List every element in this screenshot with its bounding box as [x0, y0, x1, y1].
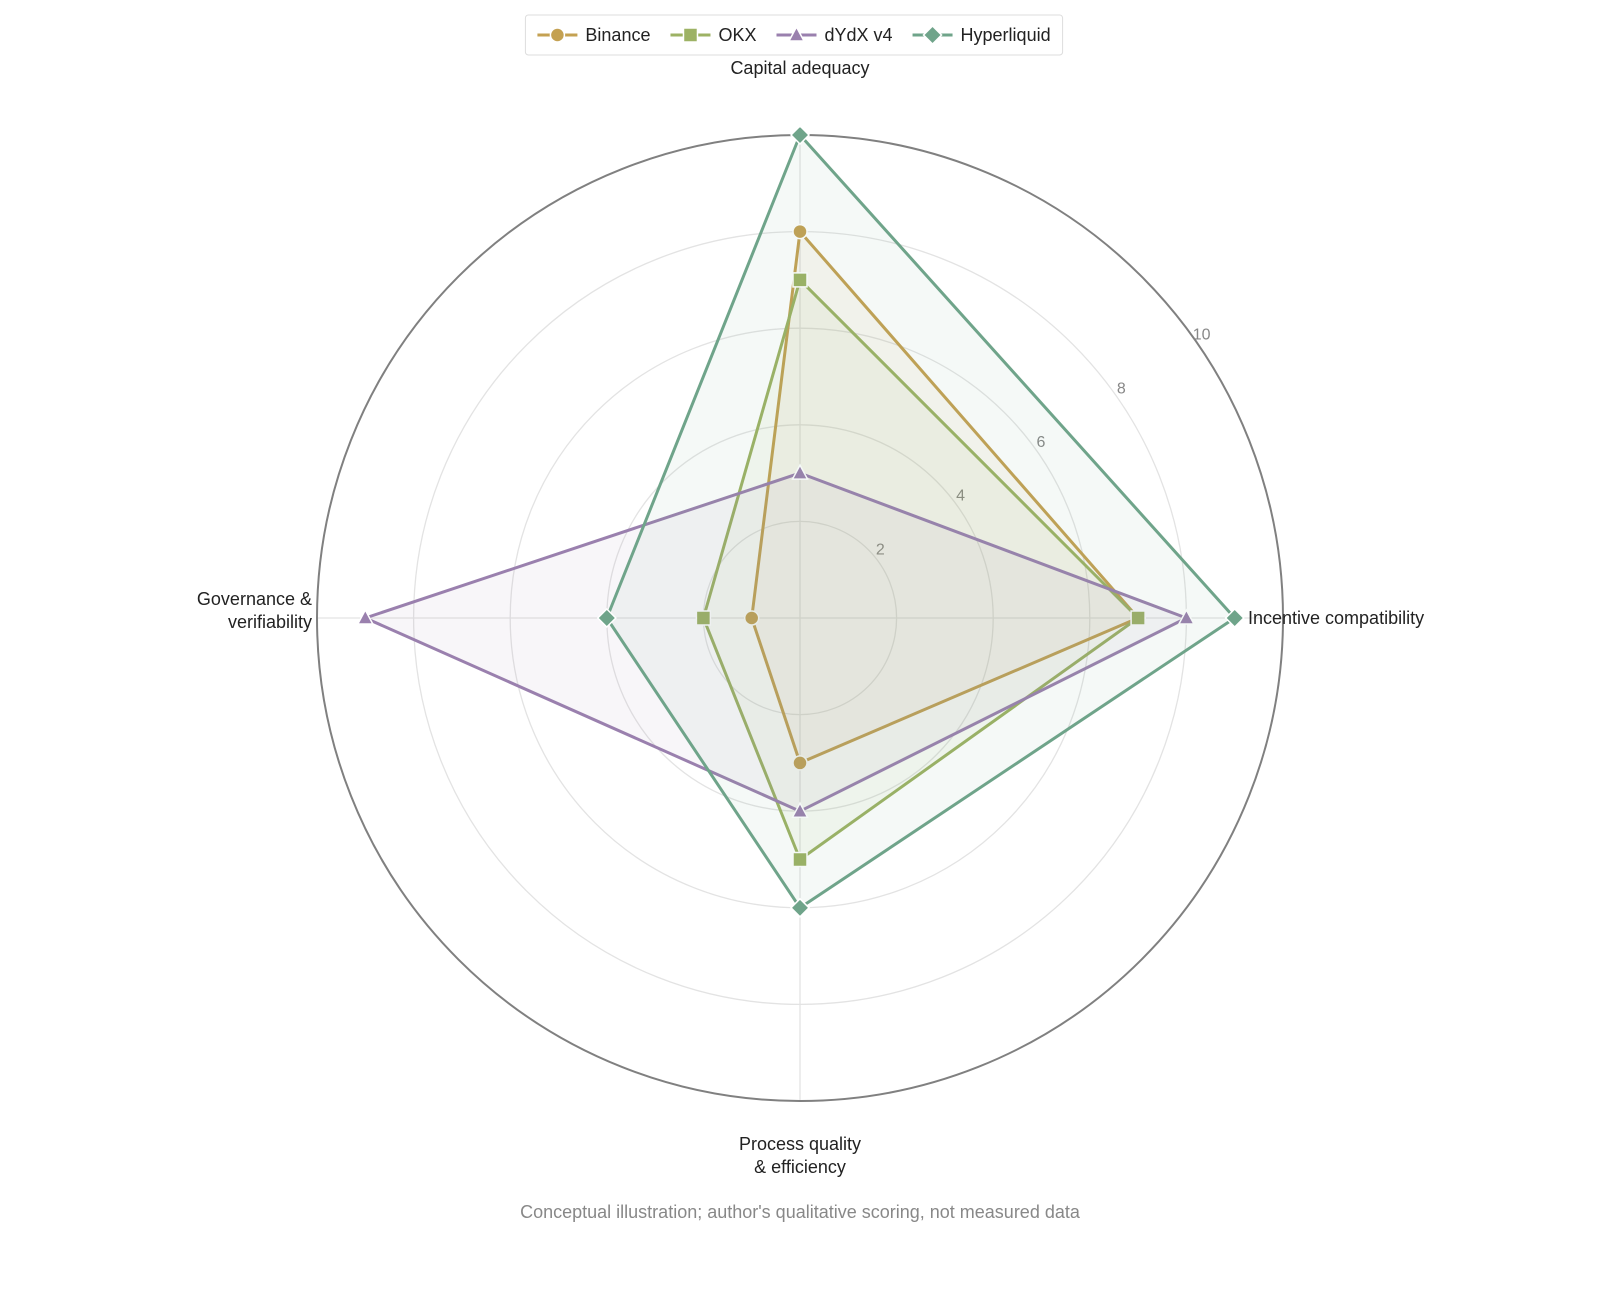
radial-tick-label: 4 [956, 488, 965, 505]
series-hyperliquid [596, 124, 1245, 918]
data-point-hyperliquid-capital-adequacy [789, 124, 811, 146]
legend-marker-okx [682, 27, 699, 43]
radial-tick-label: 6 [1037, 434, 1046, 451]
series-okx [695, 272, 1146, 868]
data-point-okx-incentive-compatibility [1130, 610, 1146, 626]
legend-marker-dydx-v4 [787, 25, 806, 42]
legend-label-dydx-v4: dYdX v4 [824, 25, 892, 45]
axis-label-process-quality-efficiency: Process quality & efficiency [739, 1134, 861, 1177]
legend-item-hyperliquid[interactable]: Hyperliquid [912, 24, 1051, 46]
data-point-okx-governance-verifiability [695, 610, 712, 626]
data-point-hyperliquid-incentive-compatibility [1224, 607, 1245, 629]
data-point-okx-process-quality-efficiency [792, 851, 808, 868]
data-point-dydx-v4-governance-verifiability [356, 608, 375, 625]
radial-tick-label: 10 [1193, 327, 1211, 344]
data-point-okx-capital-adequacy [792, 272, 808, 288]
legend-label-hyperliquid: Hyperliquid [961, 25, 1051, 45]
label-layer: Capital adequacy Incentive compatibility P… [197, 58, 1424, 1177]
data-point-dydx-v4-process-quality-efficiency [791, 801, 809, 818]
chart-caption: Conceptual illustration; author's qualit… [520, 1202, 1081, 1222]
legend[interactable]: Binance OKX dYdX v4 Hyperliquid [524, 14, 1064, 56]
data-point-binance-capital-adequacy [792, 223, 808, 240]
legend-marker-hyperliquid [922, 24, 943, 46]
data-point-hyperliquid-process-quality-efficiency [789, 897, 811, 918]
data-point-binance-governance-verifiability [743, 610, 760, 626]
series-binance [743, 223, 1146, 771]
data-point-binance-process-quality-efficiency [792, 755, 808, 771]
data-point-dydx-v4-capital-adequacy [791, 463, 809, 480]
legend-item-okx[interactable]: OKX [670, 25, 756, 45]
axis-label-incentive-compatibility: Incentive compatibility [1248, 608, 1424, 628]
series-dydx-v4 [356, 463, 1196, 818]
legend-item-binance[interactable]: Binance [537, 25, 650, 45]
legend-label-okx: OKX [718, 25, 756, 45]
radial-tick-label: 8 [1117, 380, 1126, 397]
radial-tick-label: 2 [876, 541, 885, 558]
legend-label-binance: Binance [585, 25, 650, 45]
legend-marker-binance [549, 27, 566, 43]
legend-item-dydx-v4[interactable]: dYdX v4 [776, 25, 893, 45]
axis-label-governance-verifiability: Governance & verifiability [197, 589, 312, 632]
data-point-hyperliquid-governance-verifiability [596, 607, 617, 629]
data-point-dydx-v4-incentive-compatibility [1177, 608, 1196, 625]
series-layer [356, 124, 1245, 918]
axis-label-capital-adequacy: Capital adequacy [730, 58, 869, 78]
